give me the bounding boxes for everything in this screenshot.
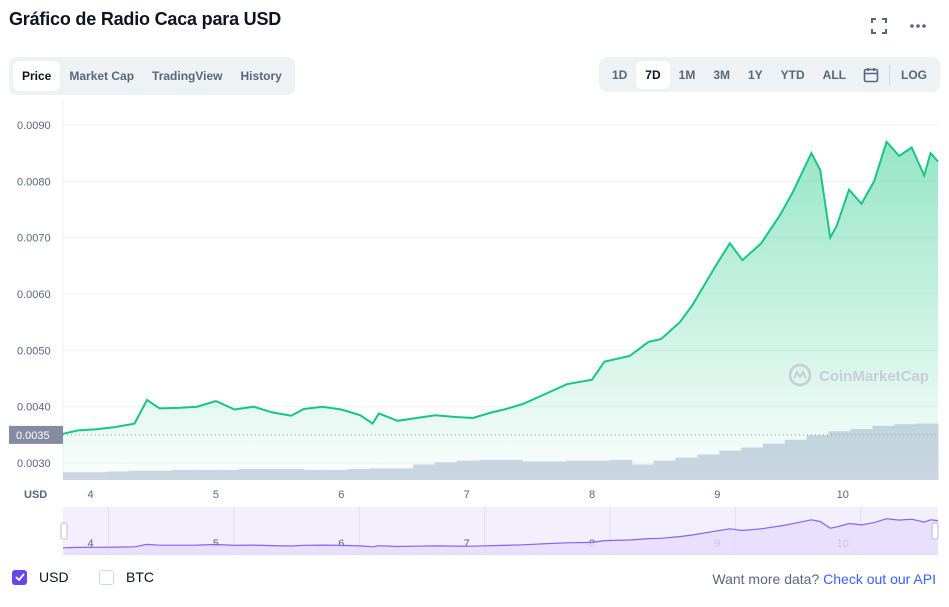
- btc-checkbox[interactable]: [99, 569, 114, 585]
- navigator-handle-right[interactable]: [931, 522, 939, 540]
- range-1m[interactable]: 1M: [678, 67, 696, 82]
- api-link[interactable]: Check out our API: [823, 571, 936, 587]
- price-area: [63, 141, 938, 481]
- legend-btc[interactable]: BTC: [99, 569, 154, 585]
- price-line: [62, 139, 939, 435]
- chart-tabs: Price Market Cap TradingView History: [9, 57, 295, 95]
- legend-usd[interactable]: USD: [12, 569, 69, 585]
- tab-market-cap[interactable]: Market Cap: [69, 69, 135, 83]
- y-tick-label: 0.0080: [17, 176, 51, 188]
- x-tick-label: 9: [714, 489, 720, 501]
- range-all[interactable]: ALL: [822, 67, 846, 82]
- tab-price[interactable]: Price: [13, 61, 61, 91]
- x-tick-label: 8: [589, 489, 595, 501]
- navigator-tick-label: 6: [338, 538, 344, 550]
- usd-label: USD: [39, 569, 69, 585]
- log-toggle[interactable]: LOG: [901, 67, 927, 82]
- y-tick-label: 0.0030: [17, 458, 51, 470]
- navigator-handle-left[interactable]: [60, 522, 68, 540]
- x-tick-label: 4: [88, 489, 94, 501]
- current-price-label: 0.0035: [9, 425, 63, 444]
- currency-axis-label: USD: [24, 489, 47, 501]
- range-divider: [889, 64, 890, 85]
- y-tick-label: 0.0090: [17, 120, 51, 132]
- y-tick-label: 0.0070: [17, 233, 51, 245]
- y-tick-label: 0.0060: [17, 289, 51, 301]
- range-1d[interactable]: 1D: [611, 67, 628, 82]
- watermark-text: CoinMarketCap: [819, 368, 929, 385]
- x-tick-label: 6: [338, 489, 344, 501]
- navigator-tick-label: 4: [88, 538, 94, 550]
- range-selector: 1D 7D 1M 3M 1Y YTD ALL LOG: [598, 57, 940, 92]
- usd-checkbox[interactable]: [12, 569, 27, 585]
- api-promo-text: Want more data?: [712, 571, 820, 587]
- fullscreen-icon[interactable]: [869, 16, 889, 36]
- navigator-tick-label: 7: [464, 538, 470, 550]
- x-tick-label: 5: [213, 489, 219, 501]
- x-tick-label: 7: [464, 489, 470, 501]
- price-chart[interactable]: CoinMarketCap 0.0035 0.0030 0.0040 0.0050 0…: [0, 100, 949, 590]
- y-tick-label: 0.0040: [17, 402, 51, 414]
- more-horizontal-icon[interactable]: [908, 16, 928, 36]
- calendar-icon[interactable]: [855, 61, 887, 89]
- btc-label: BTC: [126, 569, 154, 585]
- tab-tradingview[interactable]: TradingView: [152, 69, 223, 83]
- x-tick-label: 10: [837, 489, 849, 501]
- y-tick-label: 0.0050: [17, 345, 51, 357]
- navigator-line: [62, 518, 939, 549]
- range-7d[interactable]: 7D: [636, 60, 670, 89]
- api-promo: Want more data? Check out our API: [712, 571, 936, 587]
- tab-history[interactable]: History: [240, 69, 282, 83]
- range-1y[interactable]: 1Y: [747, 67, 763, 82]
- range-3m[interactable]: 3M: [713, 67, 730, 82]
- coinmarketcap-watermark: CoinMarketCap: [788, 363, 929, 387]
- current-price-value: 0.0035: [16, 430, 50, 442]
- range-ytd[interactable]: YTD: [780, 67, 805, 82]
- page-title: Gráfico de Radio Caca para USD: [9, 9, 282, 29]
